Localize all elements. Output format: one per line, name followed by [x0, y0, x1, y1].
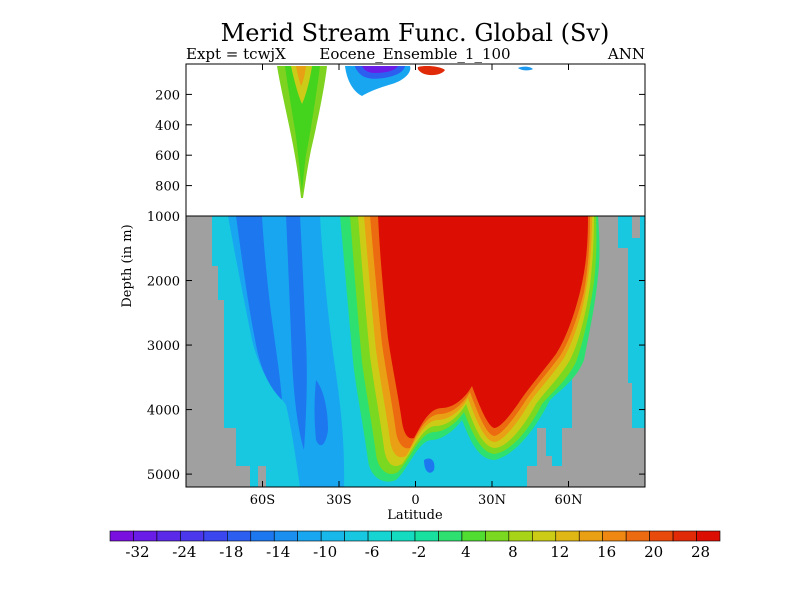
colorbar-label: -18 — [219, 543, 243, 561]
colorbar-label: 12 — [550, 543, 569, 561]
colorbar-swatch — [672, 530, 697, 542]
lower-y-tick-label: 2000 — [147, 275, 180, 290]
lower-negative-band-4 — [314, 380, 328, 446]
colorbar-swatch — [649, 530, 674, 542]
upper-positive-cell-core — [291, 66, 312, 104]
lower-positive-band-6 — [378, 216, 588, 439]
colorbar-swatch — [133, 530, 158, 542]
x-ticks: 60S 30S 0 30N 60N — [250, 64, 583, 508]
colorbar-label: 8 — [508, 543, 518, 561]
colorbar-swatch — [555, 530, 580, 542]
colorbar-swatch — [227, 530, 252, 542]
colorbar-swatch — [508, 530, 533, 542]
lower-y-ticks: 1000 2000 3000 4000 5000 — [147, 210, 645, 483]
x-tick-label: 30N — [478, 493, 506, 508]
topography-right-ridge — [527, 216, 645, 487]
colorbar-swatch — [461, 530, 486, 542]
upper-positive-cell-peak — [296, 66, 306, 86]
colorbar-label: -32 — [125, 543, 149, 561]
colorbar-label: -14 — [266, 543, 290, 561]
y-axis-label: Depth (in m) — [120, 224, 135, 307]
colorbar-swatch — [367, 530, 392, 542]
colorbar-swatch — [438, 530, 463, 542]
colorbar-swatch — [273, 530, 298, 542]
colorbar-swatch — [109, 530, 134, 542]
upper-small-negative — [518, 66, 533, 71]
season-label: ANN — [607, 45, 645, 63]
colorbar-label: -2 — [412, 543, 427, 561]
upper-positive-cell-inner — [285, 66, 320, 192]
topography-left — [186, 216, 250, 487]
upper-y-ticks: 200 400 600 800 — [155, 88, 645, 195]
topography-bottom-mid — [258, 466, 266, 487]
colorbar-label: 4 — [461, 543, 471, 561]
upper-y-tick-label: 600 — [155, 149, 180, 164]
x-axis-label: Latitude — [387, 508, 443, 523]
colorbar-label: -6 — [365, 543, 380, 561]
colorbar-swatch — [414, 530, 439, 542]
upper-panel — [185, 63, 646, 217]
lower-y-tick-label: 3000 — [147, 339, 180, 354]
upper-y-tick-label: 800 — [155, 180, 180, 195]
x-tick-label: 60S — [250, 493, 275, 508]
lower-y-tick-label: 5000 — [147, 468, 180, 483]
colorbar-label: 20 — [644, 543, 663, 561]
lower-y-tick-label: 4000 — [147, 404, 180, 419]
experiment-label: Expt = tcwjX — [186, 45, 286, 63]
colorbar-swatch — [485, 530, 510, 542]
colorbar-label: 16 — [597, 543, 616, 561]
lower-y-tick-label: 1000 — [147, 210, 180, 225]
colorbar-label: -10 — [313, 543, 337, 561]
colorbar-swatch — [320, 530, 345, 542]
colorbar-swatch — [578, 530, 603, 542]
chart-title: Merid Stream Func. Global (Sv) — [221, 19, 610, 47]
colorbar-label: -24 — [172, 543, 196, 561]
upper-negative-cell-core — [362, 66, 398, 73]
colorbar-swatch — [625, 530, 650, 542]
lower-negative-band-3 — [286, 216, 307, 450]
topography-right-cutout — [598, 216, 645, 428]
colorbar-swatch — [344, 530, 369, 542]
x-tick-label: 60N — [555, 493, 583, 508]
colorbar-swatch — [180, 530, 205, 542]
colorbar-label: 28 — [691, 543, 710, 561]
colorbar-swatch — [203, 530, 228, 542]
x-tick-label: 0 — [411, 493, 419, 508]
lower-negative-band-2 — [236, 216, 282, 400]
upper-y-tick-label: 200 — [155, 88, 180, 103]
colorbar-swatch — [532, 530, 557, 542]
case-label: Eocene_Ensemble_1_100 — [319, 45, 510, 63]
colorbar: -32 -24 -18 -14 -10 -6 -2 4 8 12 16 20 28 — [109, 530, 721, 561]
colorbar-swatch — [391, 530, 416, 542]
colorbar-swatch — [250, 530, 275, 542]
lower-equator-negative — [424, 458, 435, 473]
colorbar-swatch — [297, 530, 322, 542]
upper-y-tick-label: 400 — [155, 119, 180, 134]
x-tick-label: 30S — [326, 493, 351, 508]
upper-equatorial-positive — [417, 66, 445, 76]
colorbar-swatch — [156, 530, 181, 542]
upper-panel-background — [186, 64, 645, 216]
lower-panel — [185, 215, 646, 488]
colorbar-swatch — [602, 530, 627, 542]
colorbar-swatch — [696, 530, 721, 542]
